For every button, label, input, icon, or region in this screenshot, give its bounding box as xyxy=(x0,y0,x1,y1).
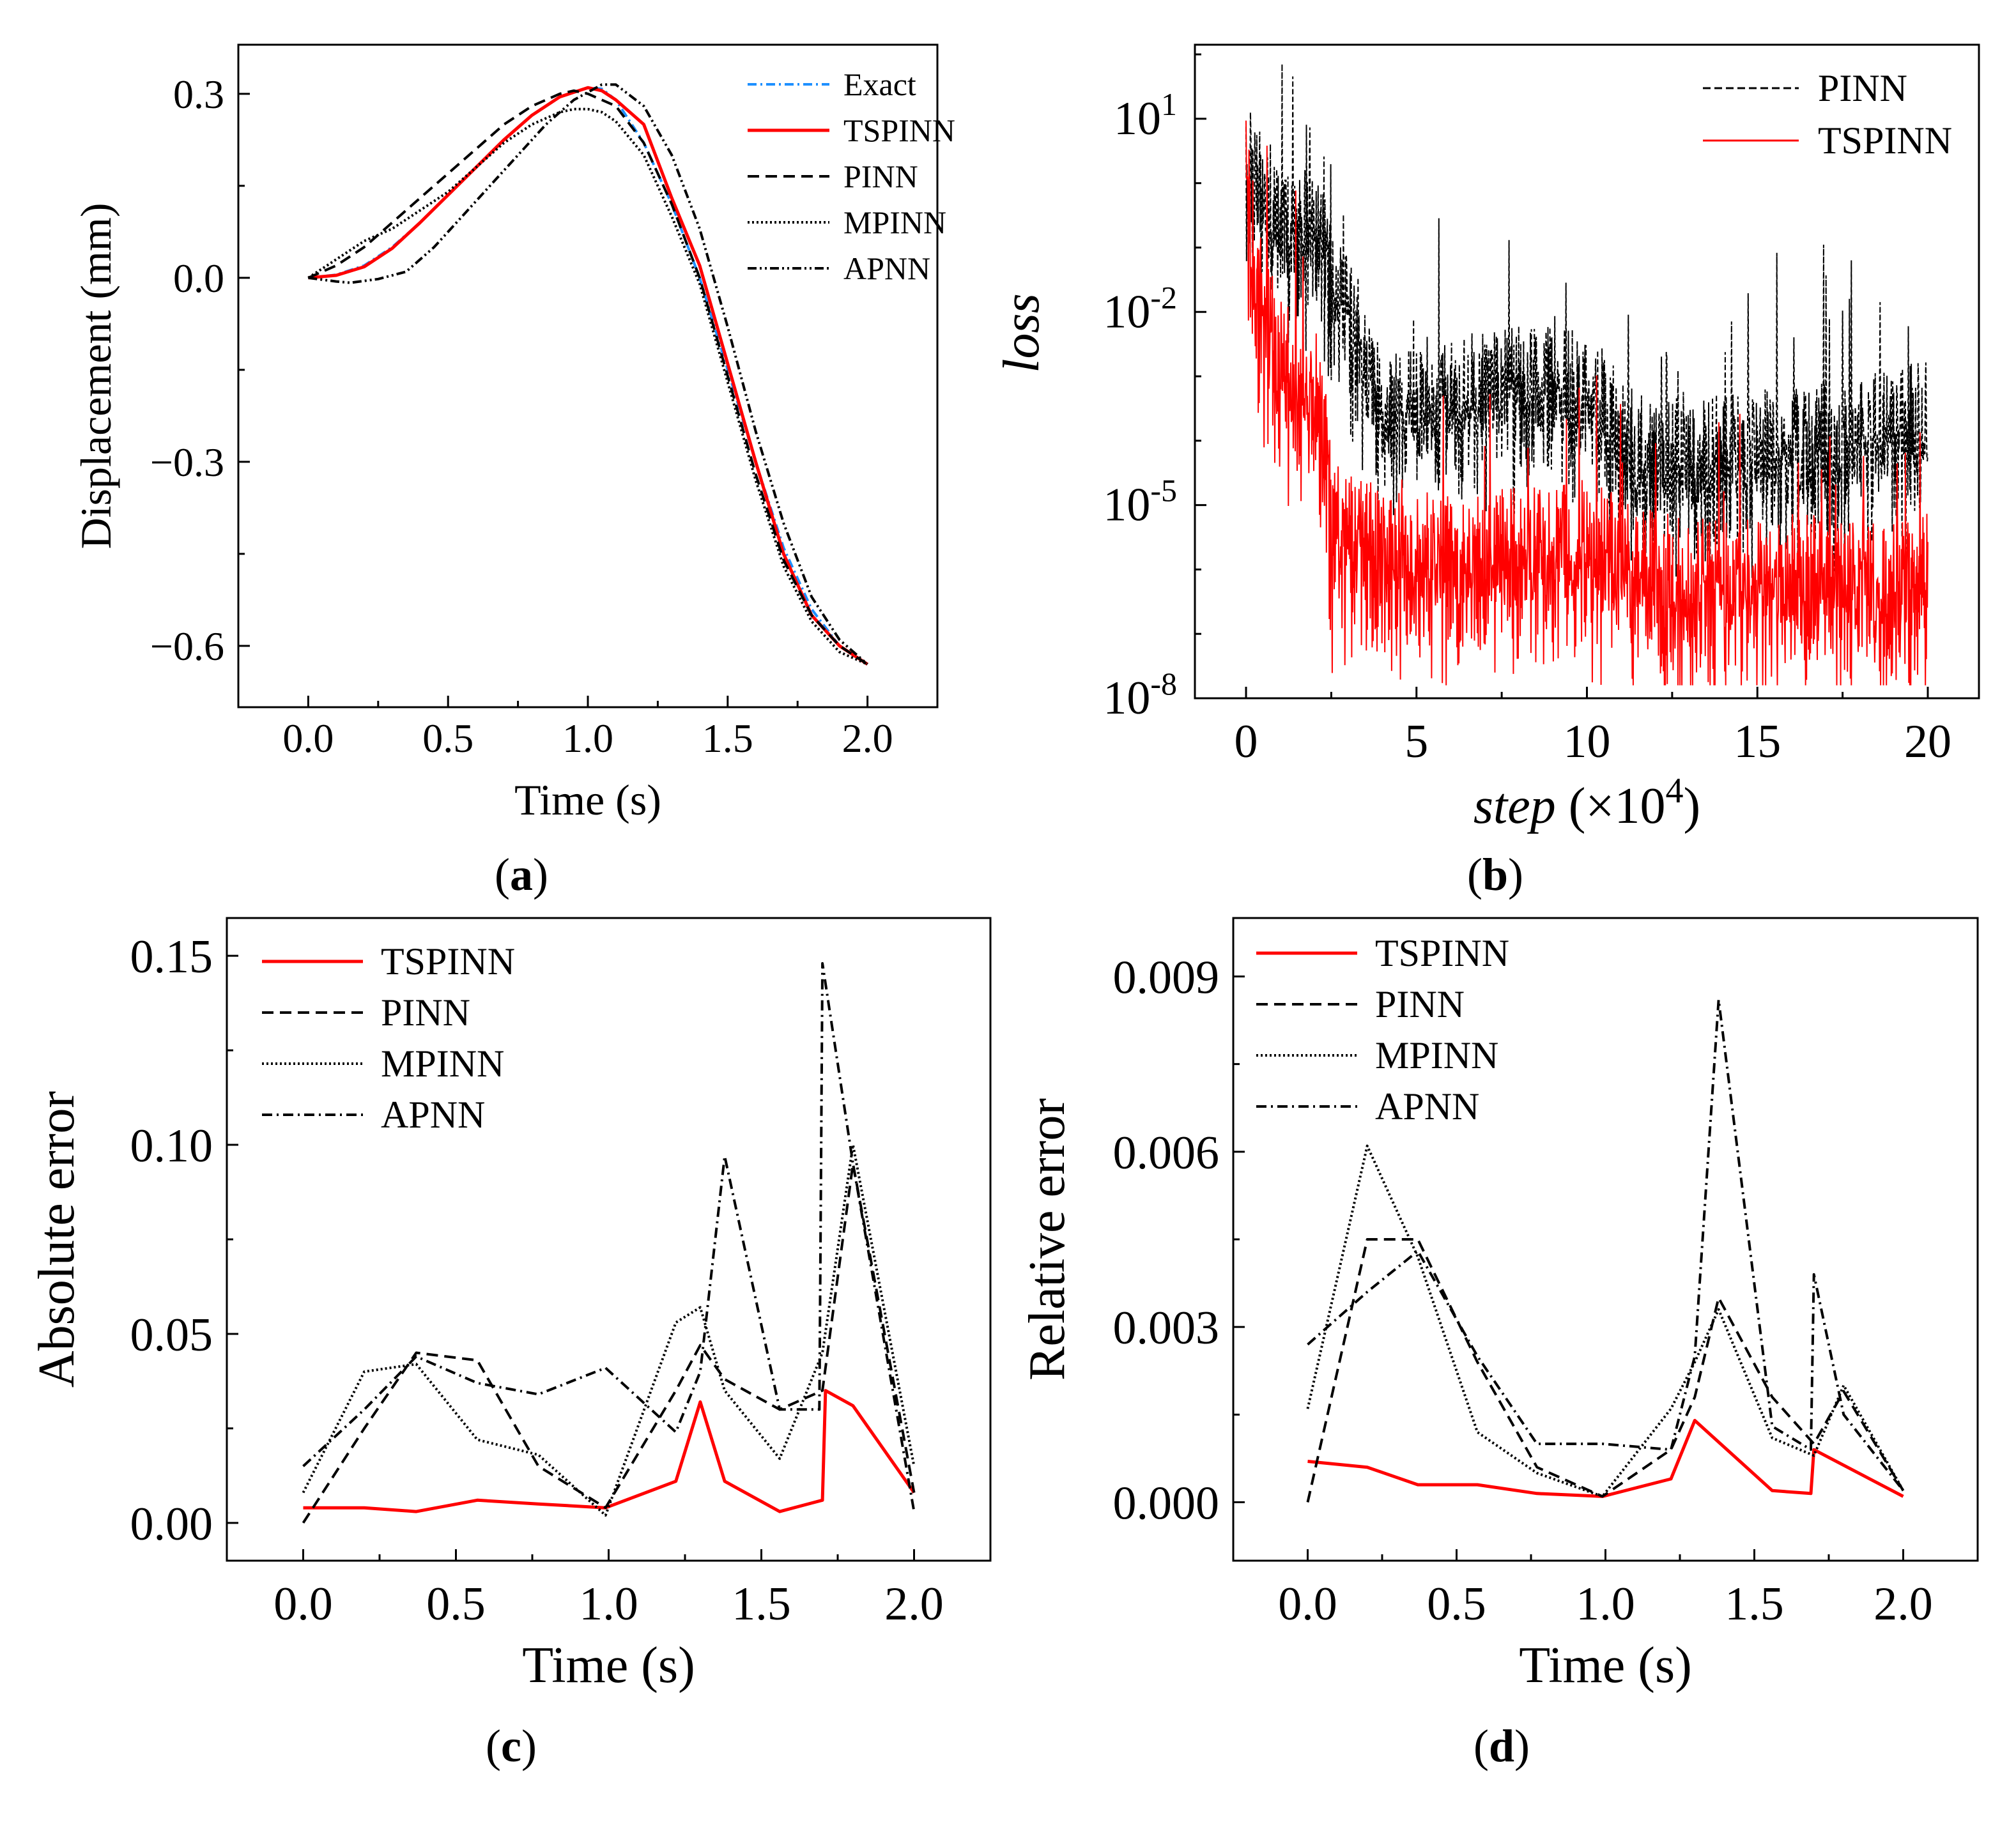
panel-label-b: (b) xyxy=(1467,849,1523,900)
x-tick-label: 1.5 xyxy=(702,716,753,761)
series-line-apnn xyxy=(302,962,916,1512)
x-tick-label: 2.0 xyxy=(842,716,893,761)
y-tick-label: 0.00 xyxy=(130,1498,213,1550)
panel-b-chart: 0 5 10 15 20 10-8 10-5 10-2 101 step (×104) loss PI… xyxy=(994,43,1980,900)
y-tick-label: 0.009 xyxy=(1113,951,1220,1004)
y-axis-label: Displacement (mm) xyxy=(72,203,120,549)
x-tick-label: 15 xyxy=(1734,716,1781,768)
y-tick-label: 10-2 xyxy=(1103,279,1177,338)
series-line-mpinn xyxy=(1306,1144,1905,1498)
series-line-apnn xyxy=(1307,999,1905,1492)
x-tick-label: 5 xyxy=(1404,716,1428,768)
y-tick-label: 0.000 xyxy=(1113,1478,1220,1530)
x-tick-label: 0 xyxy=(1235,716,1258,768)
series-line-pinn xyxy=(307,89,868,666)
x-tick-label: 2.0 xyxy=(884,1578,944,1630)
panel-a-chart: 0.0 0.5 1.0 1.5 2.0 −0.6 −0.3 0.0 0.3 Time (s) Dis… xyxy=(72,43,955,900)
series-line-mpinn xyxy=(302,1144,916,1517)
series-line-tspinn xyxy=(1307,1419,1904,1498)
x-tick-label: 2.0 xyxy=(1874,1578,1933,1630)
x-axis-label: Time (s) xyxy=(514,776,661,824)
x-tick-label: 0.0 xyxy=(1278,1578,1337,1630)
y-tick-label: 0.15 xyxy=(130,931,213,983)
panel-label-c: (c) xyxy=(486,1720,537,1772)
legend-label-pinn: PINN xyxy=(1818,67,1907,109)
x-tick-label: 0.5 xyxy=(1427,1578,1486,1630)
y-tick-label: 0.003 xyxy=(1113,1302,1220,1354)
x-axis-label: Time (s) xyxy=(522,1637,695,1694)
x-tick-label: 0.5 xyxy=(426,1578,486,1630)
series-line-pinn xyxy=(302,1162,916,1524)
y-tick-label: 0.3 xyxy=(173,72,224,117)
series-line-mpinn xyxy=(307,107,868,666)
y-tick-label: −0.3 xyxy=(150,440,224,485)
y-tick-label: 10-5 xyxy=(1103,473,1177,532)
series-line-pinn xyxy=(1245,64,1928,578)
y-tick-label: 101 xyxy=(1114,86,1177,145)
y-tick-label: 0.10 xyxy=(130,1120,213,1172)
legend-label-mpinn: MPINN xyxy=(381,1043,504,1085)
legend-label-apnn: APNN xyxy=(381,1094,485,1136)
legend-label-apnn: APNN xyxy=(1375,1085,1479,1128)
panel-d-chart: 0.0 0.5 1.0 1.5 2.0 0.000 0.003 0.006 0.009 Time … xyxy=(1019,917,1979,1772)
series-line-tspinn xyxy=(303,1389,916,1513)
x-tick-label: 1.0 xyxy=(562,716,613,761)
x-tick-label: 0.0 xyxy=(273,1578,333,1630)
x-axis-label: step (×104) xyxy=(1474,771,1700,834)
y-axis-label: Absolute error xyxy=(29,1091,85,1388)
legend-label-tspinn: TSPINN xyxy=(1375,932,1509,974)
series-line-tspinn xyxy=(1245,120,1928,685)
y-axis-label: Relative error xyxy=(1019,1098,1075,1381)
panel-c-chart: 0.0 0.5 1.0 1.5 2.0 0.00 0.05 0.10 0.15 Time (s) A… xyxy=(29,917,992,1772)
y-tick-label: 0.0 xyxy=(173,256,224,301)
x-tick-label: 20 xyxy=(1904,716,1951,768)
legend-label-pinn: PINN xyxy=(1375,983,1465,1025)
x-tick-label: 1.5 xyxy=(732,1578,791,1630)
y-tick-label: 0.05 xyxy=(130,1309,213,1361)
y-axis-label: loss xyxy=(994,293,1050,373)
legend-label-exact: Exact xyxy=(843,66,916,102)
x-tick-label: 0.5 xyxy=(422,716,473,761)
legend-label-tspinn: TSPINN xyxy=(1818,119,1952,162)
legend-label-pinn: PINN xyxy=(843,158,918,194)
y-tick-label: −0.6 xyxy=(150,624,224,669)
x-tick-label: 10 xyxy=(1564,716,1611,768)
legend-label-pinn: PINN xyxy=(381,991,470,1034)
x-tick-label: 1.5 xyxy=(1725,1578,1784,1630)
x-axis-label: Time (s) xyxy=(1519,1637,1691,1694)
legend-label-mpinn: MPINN xyxy=(1375,1034,1498,1076)
series-line-apnn xyxy=(308,83,868,666)
x-tick-label: 1.0 xyxy=(1576,1578,1635,1630)
y-tick-label: 10-8 xyxy=(1103,666,1177,724)
legend-label-mpinn: MPINN xyxy=(843,204,946,240)
legend-label-apnn: APNN xyxy=(843,250,930,286)
panel-label-d: (d) xyxy=(1474,1720,1530,1772)
x-tick-label: 1.0 xyxy=(579,1578,638,1630)
panel-label-a: (a) xyxy=(495,849,548,900)
y-tick-label: 0.006 xyxy=(1113,1127,1220,1179)
x-tick-label: 0.0 xyxy=(282,716,334,761)
legend-label-tspinn: TSPINN xyxy=(843,112,955,148)
legend-label-tspinn: TSPINN xyxy=(381,940,515,983)
